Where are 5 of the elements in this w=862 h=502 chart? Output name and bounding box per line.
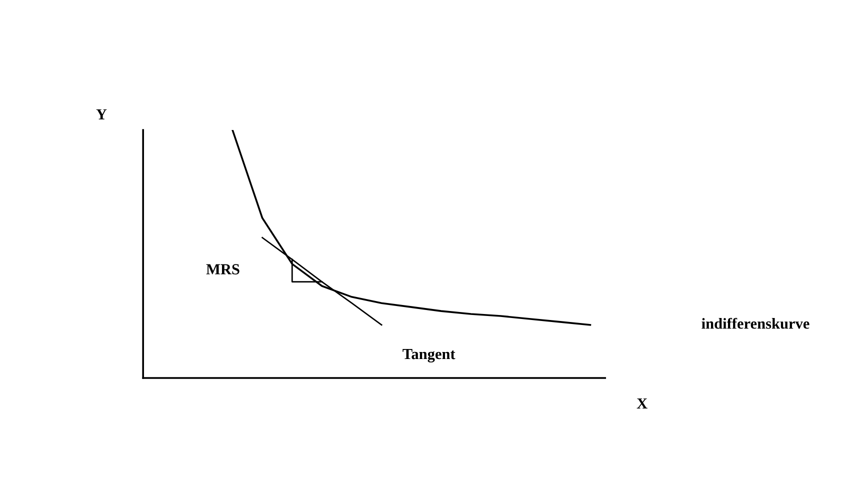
text: Tangent (402, 349, 456, 362)
annotation: MRS (206, 264, 240, 274)
x-axis-title: X (636, 398, 648, 408)
text: indifferenskurve (702, 318, 810, 329)
y-axis-title: Y (96, 109, 107, 120)
